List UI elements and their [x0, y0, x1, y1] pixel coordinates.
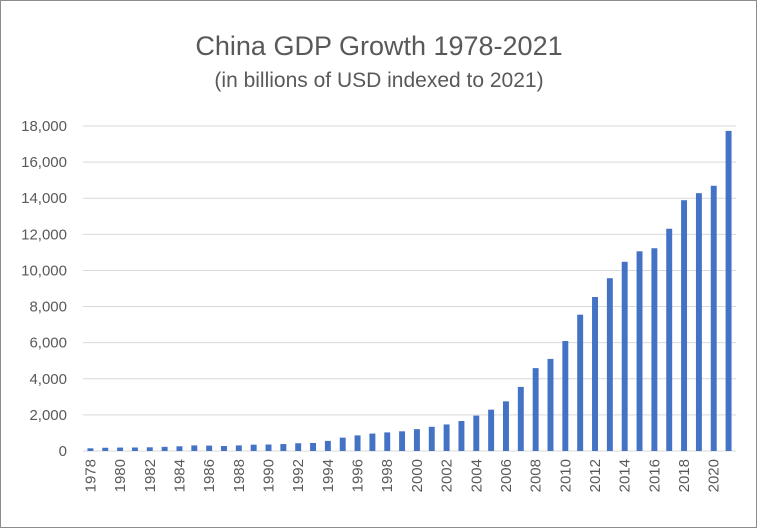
bar-1982 — [146, 447, 153, 451]
x-tick-label: 2006 — [498, 459, 515, 492]
bar-2000 — [413, 429, 420, 451]
y-tick-label: 16,000 — [21, 154, 67, 171]
bar-1995 — [339, 437, 346, 451]
y-tick-label: 2,000 — [29, 407, 67, 424]
y-tick-label: 4,000 — [29, 371, 67, 388]
bar-1987 — [221, 446, 227, 451]
bar-2021 — [725, 130, 732, 451]
chart-title: China GDP Growth 1978-2021 — [195, 31, 562, 61]
x-tick-label: 1990 — [261, 459, 278, 492]
bar-1997 — [369, 433, 376, 451]
bar-1994 — [324, 440, 331, 451]
x-tick-label: 2016 — [646, 459, 663, 492]
chart-subtitle: (in billions of USD indexed to 2021) — [214, 69, 543, 92]
bar-2002 — [443, 424, 450, 451]
bar-2015 — [636, 251, 643, 451]
bar-1986 — [206, 445, 213, 451]
x-tick-label: 2012 — [587, 459, 604, 492]
bar-2003 — [458, 421, 465, 451]
x-tick-label: 1986 — [201, 459, 218, 492]
y-axis-tick-labels: 0 2,000 4,000 6,000 8,000 10,000 12,000 14,000 1… — [21, 118, 67, 460]
bar-2013 — [606, 278, 613, 451]
y-tick-label: 18,000 — [21, 118, 67, 135]
bar-2011 — [577, 314, 584, 451]
bar-1998 — [384, 432, 391, 451]
x-tick-label: 2000 — [409, 459, 426, 492]
bar-2009 — [547, 358, 554, 451]
bar-1991 — [280, 444, 287, 451]
x-tick-label: 1992 — [290, 459, 307, 492]
bar-2018 — [681, 200, 688, 451]
y-tick-label: 6,000 — [29, 335, 67, 352]
bar-1993 — [310, 442, 317, 451]
x-tick-label: 2010 — [557, 459, 574, 492]
bar-1985 — [191, 445, 198, 451]
bar-1983 — [161, 446, 168, 451]
bar-2010 — [562, 341, 569, 451]
bar-2017 — [666, 228, 673, 451]
x-tick-label: 2008 — [528, 459, 545, 492]
bar-1981 — [131, 447, 138, 451]
x-tick-label: 1996 — [350, 459, 367, 492]
bars — [87, 130, 732, 451]
bar-2004 — [473, 415, 480, 451]
bar-1984 — [176, 446, 183, 451]
x-tick-label: 2002 — [439, 459, 456, 492]
bar-2014 — [621, 261, 628, 451]
bar-2016 — [651, 248, 658, 451]
x-tick-label: 2004 — [468, 459, 485, 492]
x-tick-label: 2014 — [617, 459, 634, 492]
bar-2008 — [532, 368, 539, 451]
y-tick-label: 8,000 — [29, 299, 67, 316]
x-tick-label: 1994 — [320, 459, 337, 492]
x-tick-label: 2018 — [676, 459, 693, 492]
bar-1996 — [354, 435, 361, 451]
bar-2005 — [488, 409, 495, 451]
gridlines — [83, 125, 736, 452]
x-tick-label: 1998 — [379, 459, 396, 492]
bar-1990 — [265, 444, 272, 451]
y-tick-label: 12,000 — [21, 226, 67, 243]
y-tick-label: 14,000 — [21, 190, 67, 207]
bar-1979 — [102, 447, 109, 451]
bar-1999 — [399, 431, 406, 451]
y-tick-label: 10,000 — [21, 262, 67, 279]
bar-2007 — [517, 386, 524, 451]
bar-2019 — [695, 193, 702, 451]
x-tick-label: 1978 — [82, 459, 99, 492]
bar-1978 — [87, 448, 94, 451]
x-tick-label: 1982 — [142, 459, 159, 492]
bar-2012 — [592, 296, 598, 451]
x-tick-label: 1984 — [171, 459, 188, 492]
bar-1988 — [235, 445, 242, 451]
bar-1992 — [295, 443, 302, 451]
bar-2006 — [502, 401, 509, 451]
x-tick-label: 2020 — [706, 459, 723, 492]
bar-1980 — [117, 447, 124, 451]
bar-2020 — [710, 185, 717, 451]
x-tick-label: 1988 — [231, 459, 248, 492]
y-tick-label: 0 — [59, 443, 67, 460]
bar-1989 — [250, 444, 257, 451]
x-tick-label: 1980 — [112, 459, 129, 492]
bar-2001 — [428, 426, 435, 451]
x-axis-tick-labels: 1978 1980 1982 1984 1986 1988 1990 1992 1994 1996… — [82, 459, 722, 492]
